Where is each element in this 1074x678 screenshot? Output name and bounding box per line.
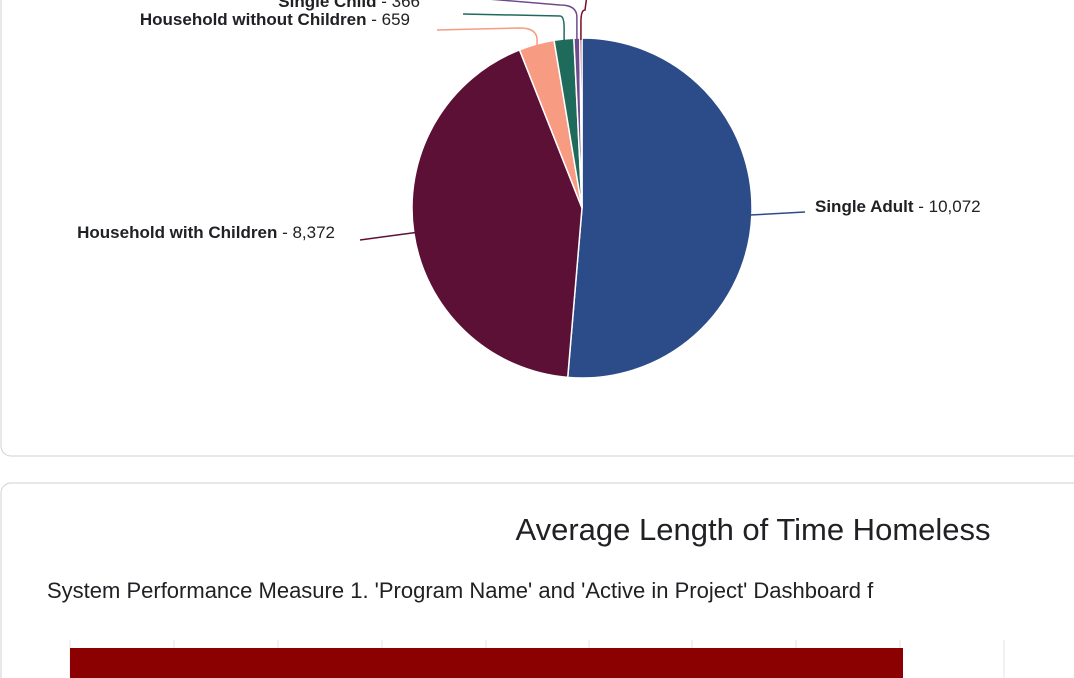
leader-line	[359, 231, 416, 241]
chart-subtitle: System Performance Measure 1. 'Program N…	[47, 578, 874, 603]
label-value: 659	[382, 10, 410, 29]
label-separator: -	[367, 10, 382, 29]
label-value: 10,072	[929, 197, 981, 216]
bar	[70, 648, 903, 678]
data-label: Household with Children - 8,372	[77, 223, 335, 242]
label-separator: -	[914, 197, 929, 216]
leader-line	[436, 27, 538, 47]
label-name: Household without Children	[140, 10, 367, 29]
leader-line	[580, 0, 588, 41]
label-value: 8,372	[292, 223, 335, 242]
label-name: Single Adult	[815, 197, 914, 216]
label-separator: -	[277, 223, 292, 242]
data-label: Single Child - 366	[278, 0, 420, 11]
leader-line	[490, 0, 578, 41]
label-name: Household with Children	[77, 223, 277, 242]
leader-line	[749, 211, 806, 216]
card	[0, 482, 1074, 678]
label-separator: -	[377, 0, 392, 11]
label-value: 366	[392, 0, 420, 11]
data-label: Household without Children - 659	[140, 10, 410, 29]
leader-line	[462, 13, 565, 41]
label-name: Single Child	[278, 0, 376, 11]
data-label: Single Adult - 10,072	[815, 197, 981, 216]
chart-title: Average Length of Time Homeless	[515, 512, 990, 547]
